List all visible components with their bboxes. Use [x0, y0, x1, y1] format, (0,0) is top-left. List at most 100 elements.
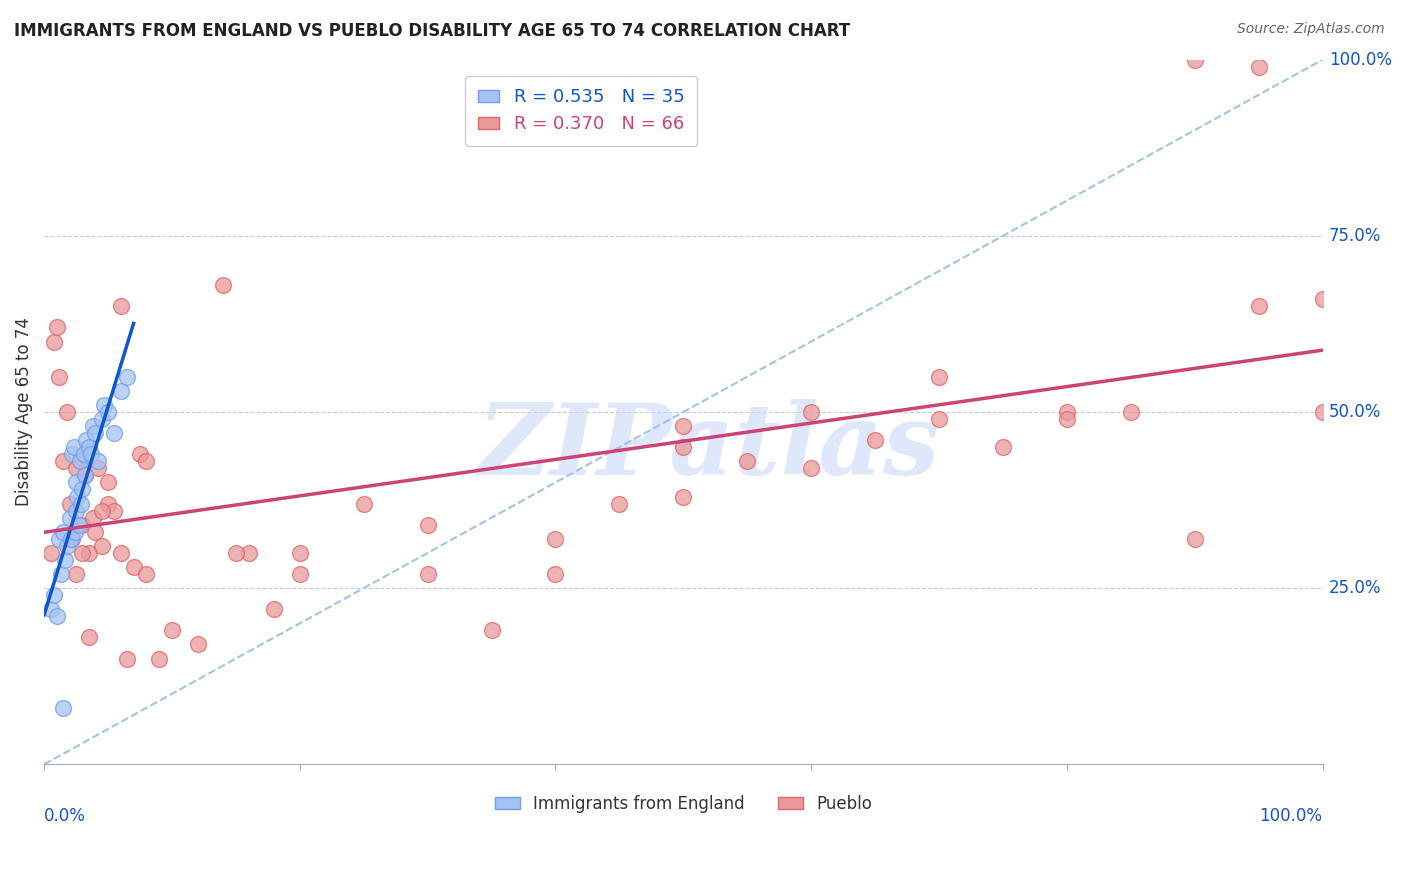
Point [97, 475, 120, 490]
Point [45, 609, 67, 624]
Point [1247, 60, 1270, 74]
Point [65, 503, 87, 517]
Point [103, 426, 125, 441]
Point [263, 602, 285, 616]
Point [63, 524, 86, 539]
Point [73, 468, 96, 483]
Point [77, 440, 100, 454]
Point [416, 517, 439, 532]
Point [928, 412, 950, 426]
Point [87, 454, 110, 468]
Point [44, 334, 66, 349]
Point [56, 405, 79, 419]
Point [609, 497, 631, 511]
Text: 75.0%: 75.0% [1329, 227, 1381, 244]
Point [72, 546, 94, 560]
Point [1119, 405, 1142, 419]
Legend: Immigrants from England, Pueblo: Immigrants from England, Pueblo [488, 788, 879, 820]
Point [186, 638, 208, 652]
Point [67, 517, 90, 532]
Point [97, 497, 120, 511]
Text: Source: ZipAtlas.com: Source: ZipAtlas.com [1237, 22, 1385, 37]
Point [80, 447, 103, 461]
Point [1312, 405, 1334, 419]
Point [93, 398, 115, 412]
Text: 50.0%: 50.0% [1329, 403, 1381, 421]
Point [129, 447, 152, 461]
Point [39, 602, 62, 616]
Point [52, 454, 75, 468]
Point [97, 405, 120, 419]
Point [45, 320, 67, 334]
Point [212, 278, 235, 293]
Point [60, 532, 83, 546]
Point [39, 546, 62, 560]
Point [72, 517, 94, 532]
Point [52, 701, 75, 715]
Point [353, 497, 375, 511]
Point [77, 631, 100, 645]
Point [148, 651, 170, 665]
Point [288, 546, 311, 560]
Point [69, 454, 91, 468]
Point [69, 454, 91, 468]
Point [82, 510, 104, 524]
Text: IMMIGRANTS FROM ENGLAND VS PUEBLO DISABILITY AGE 65 TO 74 CORRELATION CHART: IMMIGRANTS FROM ENGLAND VS PUEBLO DISABI… [14, 22, 851, 40]
Point [1056, 412, 1078, 426]
Point [59, 497, 82, 511]
Text: ZIPatlas: ZIPatlas [478, 399, 941, 495]
Point [56, 539, 79, 553]
Point [735, 454, 758, 468]
Point [77, 546, 100, 560]
Point [800, 405, 823, 419]
Point [1184, 532, 1206, 546]
Point [82, 419, 104, 434]
Point [48, 369, 70, 384]
Point [110, 546, 132, 560]
Point [65, 461, 87, 475]
Point [122, 560, 145, 574]
Point [49, 567, 72, 582]
Text: 100.0%: 100.0% [1329, 51, 1392, 69]
Point [544, 532, 567, 546]
Point [115, 369, 138, 384]
Point [62, 440, 84, 454]
Point [90, 539, 112, 553]
Text: 100.0%: 100.0% [1260, 806, 1323, 824]
Point [115, 651, 138, 665]
Point [65, 567, 87, 582]
Point [863, 433, 886, 447]
Point [544, 567, 567, 582]
Text: 25.0%: 25.0% [1329, 579, 1382, 597]
Point [1247, 299, 1270, 313]
Point [672, 419, 695, 434]
Point [135, 567, 157, 582]
Point [991, 440, 1014, 454]
Point [73, 447, 96, 461]
Point [53, 553, 76, 567]
Y-axis label: Disability Age 65 to 74: Disability Age 65 to 74 [15, 318, 32, 507]
Point [416, 567, 439, 582]
Point [90, 503, 112, 517]
Point [87, 461, 110, 475]
Point [84, 524, 107, 539]
Point [52, 524, 75, 539]
Point [48, 532, 70, 546]
Point [103, 503, 125, 517]
Point [160, 624, 183, 638]
Point [73, 468, 96, 483]
Point [1056, 405, 1078, 419]
Point [66, 490, 89, 504]
Text: 0.0%: 0.0% [44, 806, 86, 824]
Point [110, 299, 132, 313]
Point [135, 454, 157, 468]
Point [672, 490, 695, 504]
Point [59, 510, 82, 524]
Point [72, 483, 94, 497]
Point [225, 546, 247, 560]
Point [90, 412, 112, 426]
Point [84, 426, 107, 441]
Point [70, 497, 93, 511]
Point [1184, 53, 1206, 67]
Point [59, 532, 82, 546]
